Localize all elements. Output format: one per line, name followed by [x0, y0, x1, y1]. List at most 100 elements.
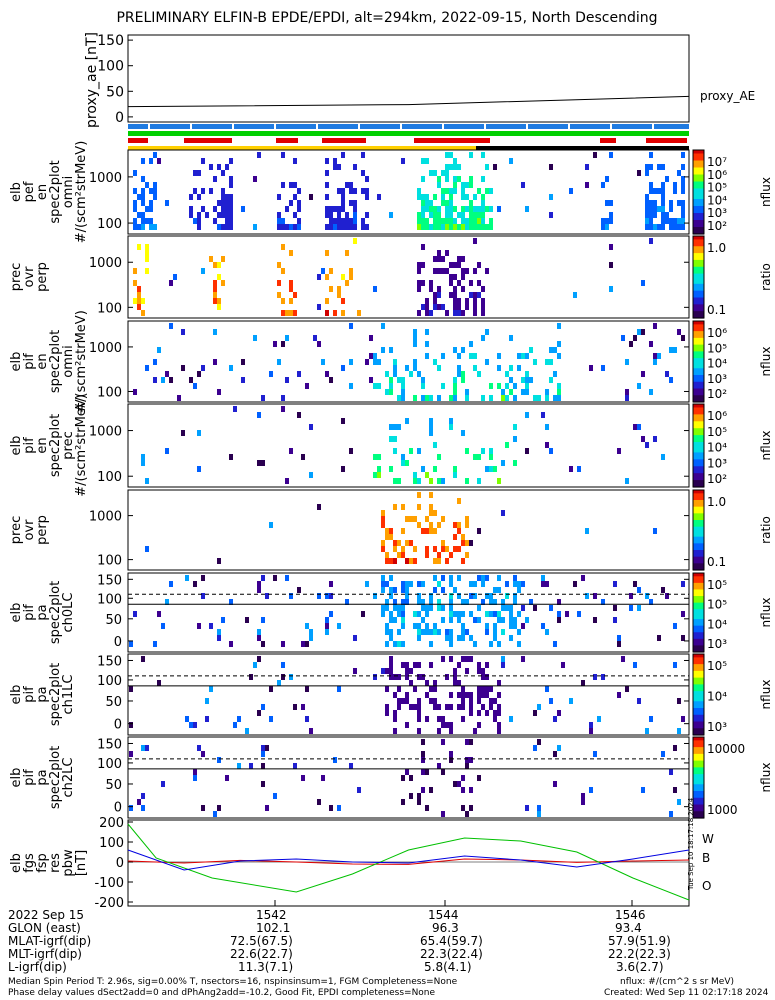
panel-1-ytick-label: 100 — [97, 217, 122, 232]
status-bar-blue-gap — [190, 124, 192, 129]
heatmap-cell — [553, 395, 557, 401]
heatmap-cell — [417, 224, 421, 230]
heatmap-cell — [169, 581, 173, 587]
heatmap-cell — [353, 238, 357, 244]
heatmap-cell — [437, 286, 441, 292]
heatmap-cell — [297, 200, 301, 206]
panel-4-colorbar-cell — [693, 455, 704, 460]
heatmap-cell — [517, 611, 521, 617]
panel-1-colorbar-cell — [693, 153, 704, 158]
footer-created: Created: Wed Sep 11 02:17:18 2024 — [604, 988, 769, 998]
heatmap-cell — [465, 656, 469, 662]
heatmap-cell — [193, 775, 197, 781]
heatmap-cell — [509, 716, 513, 722]
panel-3-colorbar-cell — [693, 354, 704, 359]
heatmap-cell — [465, 206, 469, 212]
panel-6-colorbar-cell — [693, 596, 704, 600]
heatmap-cell — [389, 347, 393, 353]
heatmap-cell — [441, 575, 445, 581]
heatmap-cell — [477, 698, 481, 704]
heatmap-cell — [333, 164, 337, 170]
heatmap-cell — [433, 212, 437, 218]
heatmap-cell — [365, 581, 369, 587]
panel-3-colorbar-cell — [693, 348, 704, 352]
heatmap-cell — [513, 436, 517, 442]
heatmap-cell — [473, 238, 477, 244]
heatmap-cell — [437, 716, 441, 722]
heatmap-cell — [261, 704, 265, 710]
heatmap-cell — [257, 460, 261, 466]
heatmap-cell — [261, 751, 265, 757]
heatmap-cell — [221, 200, 225, 206]
heatmap-cell — [385, 534, 389, 540]
bfield-legend-B: B — [702, 851, 710, 865]
heatmap-cell — [393, 546, 397, 552]
heatmap-cell — [233, 722, 237, 728]
panel-6-colorbar-cell — [693, 638, 704, 643]
panel-4-colorbar-cell — [693, 469, 704, 474]
heatmap-cell — [197, 623, 201, 629]
panel-7-colorbar-tick: 10⁵ — [707, 659, 727, 673]
heatmap-cell — [429, 478, 433, 484]
heatmap-cell — [281, 406, 285, 412]
panel-5-colorbar-frame — [692, 489, 705, 571]
heatmap-cell — [649, 218, 653, 224]
heatmap-cell — [417, 280, 421, 286]
heatmap-cell — [129, 722, 133, 728]
panel-5-colorbar-cell — [693, 503, 704, 508]
heatmap-cell — [653, 528, 657, 534]
heatmap-cell — [541, 575, 545, 581]
heatmap-cell — [397, 552, 401, 558]
heatmap-cell — [361, 224, 365, 230]
heatmap-cell — [161, 377, 165, 383]
heatmap-cell — [429, 224, 433, 230]
heatmap-cell — [457, 224, 461, 230]
panel-3-colorbar-cell — [693, 395, 704, 400]
heatmap-cell — [217, 635, 221, 641]
heatmap-cell — [489, 188, 493, 194]
bfield-frame — [127, 819, 690, 907]
heatmap-cell — [409, 680, 413, 686]
status-bar-blue-gap — [400, 124, 402, 129]
heatmap-cell — [385, 623, 389, 629]
panel-7-colorbar-cell — [693, 711, 704, 716]
heatmap-cell — [317, 341, 321, 347]
panel-2-colorbar-cell — [693, 263, 704, 268]
heatmap-cell — [277, 194, 281, 200]
heatmap-cell — [645, 200, 649, 206]
heatmap-cell — [529, 347, 533, 353]
heatmap-cell — [505, 442, 509, 448]
panel-2-ylabel-line: prec — [9, 263, 24, 291]
panel-6-frame — [127, 572, 690, 653]
heatmap-cell — [465, 552, 469, 558]
panel-7-ylabel-line: pif — [22, 686, 37, 703]
heatmap-cell — [609, 286, 613, 292]
heatmap-cell — [449, 280, 453, 286]
footer-time-tick-3: 1546 — [615, 908, 646, 922]
footer-date: 2022 Sep 15 — [8, 908, 85, 922]
heatmap-cell — [373, 593, 377, 599]
heatmap-cell — [409, 448, 413, 454]
heatmap-cell — [433, 558, 437, 564]
heatmap-cell — [461, 274, 465, 280]
heatmap-cell — [473, 581, 477, 587]
heatmap-cell — [429, 418, 433, 424]
panel-7-colorbar-cell — [693, 724, 704, 729]
bfield-ytick-label: 200 — [99, 816, 124, 831]
heatmap-cell — [405, 540, 409, 546]
heatmap-cell — [421, 218, 425, 224]
heatmap-cell — [509, 377, 513, 383]
heatmap-cell — [489, 641, 493, 647]
heatmap-cell — [217, 304, 221, 310]
heatmap-cell — [421, 206, 425, 212]
heatmap-cell — [681, 635, 685, 641]
heatmap-cell — [213, 298, 217, 304]
heatmap-cell — [493, 710, 497, 716]
heatmap-cell — [325, 617, 329, 623]
heatmap-cell — [593, 593, 597, 599]
heatmap-cell — [401, 799, 405, 805]
panel-8-colorbar-cell — [693, 814, 704, 819]
heatmap-cell — [285, 575, 289, 581]
heatmap-cell — [137, 224, 141, 230]
heatmap-cell — [609, 262, 613, 268]
